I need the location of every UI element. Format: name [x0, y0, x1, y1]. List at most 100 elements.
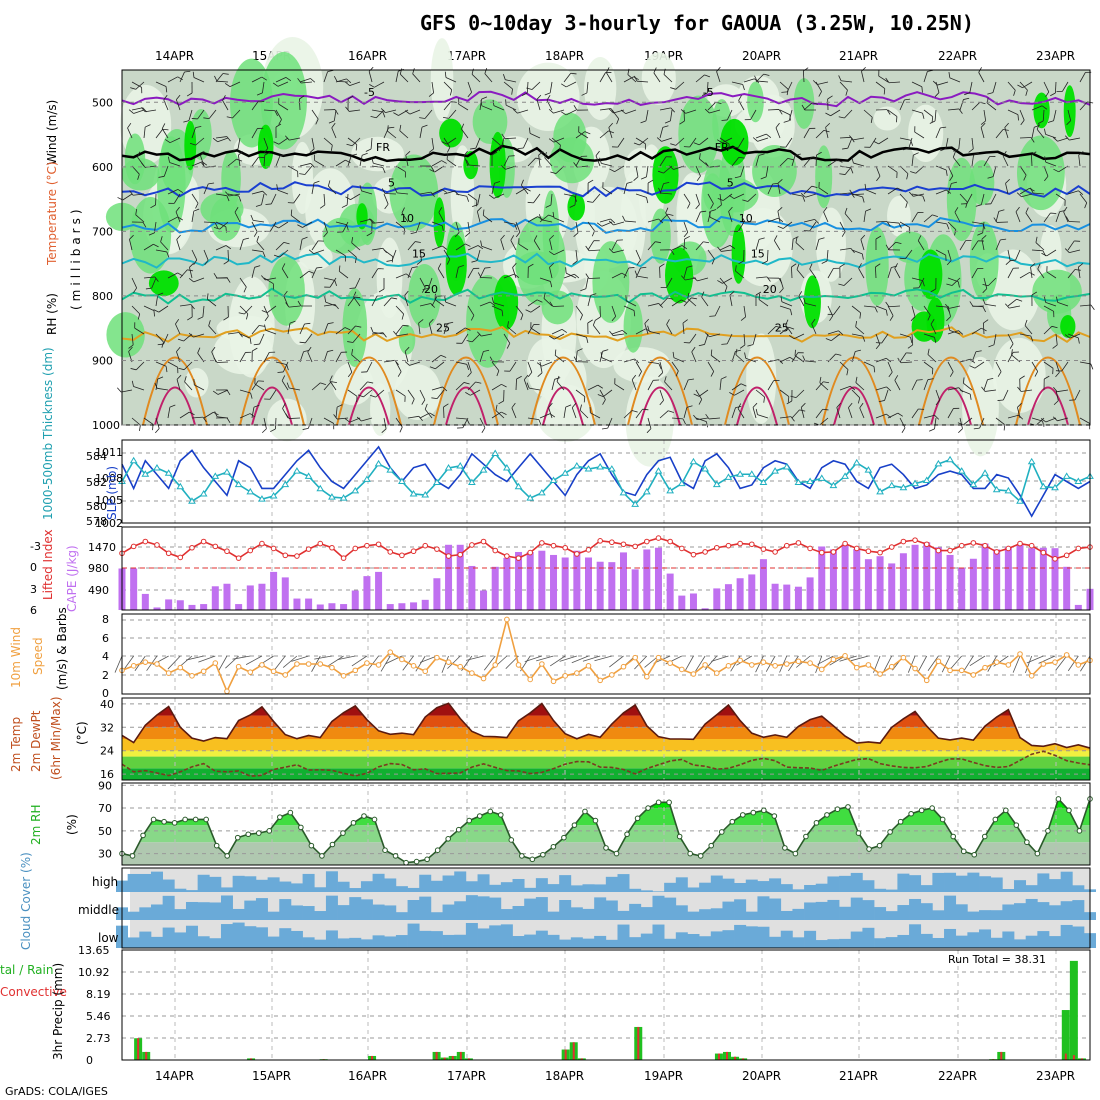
cloud-bar — [535, 878, 548, 892]
precip-conv-bar — [137, 1038, 140, 1060]
cloud-bar — [1072, 926, 1085, 948]
wind-barb — [467, 245, 484, 251]
barb-flag — [131, 380, 134, 387]
lifted-index-line-marker — [982, 542, 988, 549]
barb-flag — [861, 253, 864, 260]
cape-bar — [689, 593, 697, 610]
barb-staff — [869, 137, 877, 148]
barb-flag — [327, 180, 331, 187]
wind-barb — [314, 154, 325, 167]
barb-flag — [611, 316, 616, 322]
barb-flag — [584, 131, 591, 135]
rh-line-marker — [319, 853, 325, 859]
wind-barb — [827, 330, 844, 336]
barb-staff — [695, 417, 707, 422]
barb-flag — [529, 127, 531, 134]
barb-staff — [844, 165, 853, 175]
barb-staff — [176, 379, 181, 391]
barb-staff — [208, 109, 217, 119]
barb-staff — [419, 303, 431, 307]
lifted-index-line-marker — [993, 549, 1000, 555]
barb-flag — [316, 266, 323, 269]
isotherm-30 — [627, 356, 693, 426]
barb-flag — [536, 362, 543, 367]
cloud-bar — [757, 896, 770, 920]
wind-barb — [275, 241, 290, 251]
wind-barb — [659, 410, 674, 419]
rh-saturated-patch — [1063, 85, 1076, 138]
barb-flag — [328, 120, 335, 124]
wind10-line-marker — [1028, 673, 1035, 679]
wind-barb — [337, 221, 349, 233]
barb-flag — [735, 265, 737, 272]
barb-staff — [443, 249, 451, 260]
barb-staff — [575, 156, 582, 167]
wind-barb — [311, 382, 327, 391]
barb-flag — [128, 109, 134, 114]
wind-barb — [670, 81, 685, 90]
wind-barb — [215, 193, 230, 202]
wind10-line-marker — [725, 663, 732, 669]
barb-flag — [354, 257, 357, 263]
barb-flag — [544, 92, 551, 96]
barb-staff — [183, 361, 193, 370]
rh-moist-patch — [1032, 269, 1082, 314]
wind-barb — [273, 249, 289, 258]
isotherm-35 — [736, 386, 778, 426]
rh-line-marker — [1045, 828, 1051, 834]
lifted-index-line-marker — [865, 548, 872, 555]
barb-flag — [816, 151, 822, 156]
rh-dry-patch — [351, 136, 404, 172]
lifted-index-line-marker — [760, 546, 767, 552]
barb-flag — [798, 291, 803, 297]
cloud-bar — [827, 899, 840, 920]
cloud-bar — [360, 899, 373, 920]
barb-flag — [772, 182, 779, 185]
barb-staff — [251, 221, 258, 232]
wind-barb — [587, 240, 600, 251]
barb-flag — [278, 98, 280, 105]
wind-barb — [779, 326, 795, 335]
wind-barb — [335, 221, 349, 231]
barb-staff — [786, 81, 793, 93]
barb-flag — [254, 265, 261, 268]
cloud-bar — [430, 912, 443, 920]
barb-staff — [737, 408, 745, 419]
barb-staff — [395, 417, 403, 428]
wind-barb — [587, 293, 597, 307]
barb-staff — [791, 239, 794, 251]
barb-staff — [275, 77, 287, 83]
barb-staff — [611, 329, 623, 335]
barb-staff — [491, 183, 495, 195]
wind-barb — [431, 295, 443, 307]
barb-staff — [443, 190, 455, 195]
wind-barb — [504, 361, 517, 372]
barb-flag — [827, 95, 833, 100]
barb-flag — [790, 309, 793, 316]
barb-staff — [709, 109, 721, 114]
wind-barb — [213, 272, 229, 279]
cloud-bar — [209, 938, 222, 948]
rh-moist-patch — [515, 251, 559, 286]
barb-flag — [590, 293, 597, 296]
barb-staff — [301, 81, 313, 84]
barb-flag — [440, 354, 447, 358]
wind-barb — [419, 277, 426, 293]
barb-flag — [473, 267, 480, 269]
barb-flag — [538, 151, 544, 156]
barb-staff — [675, 81, 685, 90]
isotherm-label: 5 — [388, 176, 395, 189]
wind10-line-marker — [504, 616, 510, 623]
wind-barb — [401, 207, 409, 223]
barb-staff — [401, 212, 409, 223]
barb-flag — [620, 109, 626, 114]
barb-staff — [299, 239, 303, 251]
wind-barb — [849, 135, 865, 141]
wind10-line-marker — [329, 664, 335, 671]
barb-staff — [167, 189, 179, 195]
barb-staff — [155, 379, 159, 391]
barb-flag — [766, 133, 772, 139]
rh-line-marker — [992, 816, 999, 823]
wind-barb — [646, 417, 652, 434]
barb-flag — [331, 381, 337, 384]
